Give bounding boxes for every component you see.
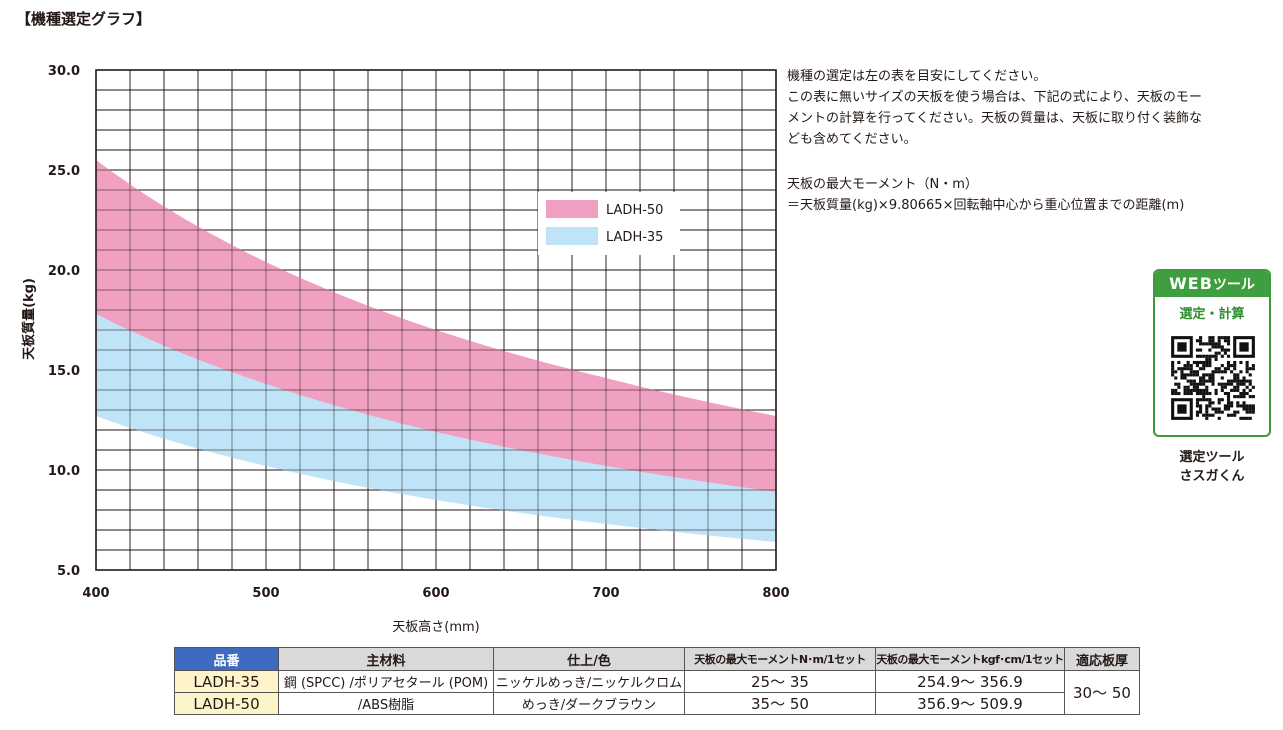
qr-code-icon[interactable] bbox=[1168, 333, 1258, 423]
finish-cell: ニッケルめっき/ニッケルクロム bbox=[493, 670, 685, 693]
finish-cell: めっき/ダークブラウン bbox=[493, 692, 685, 715]
header-thickness: 適応板厚 bbox=[1064, 647, 1140, 671]
moment-formula: 天板の最大モーメント（N・m） ＝天板質量(kg)×9.80665×回転軸中心か… bbox=[787, 174, 1277, 216]
part-number-cell: LADH-35 bbox=[174, 670, 279, 693]
x-tick-label: 400 bbox=[82, 586, 109, 601]
formula-line: ＝天板質量(kg)×9.80665×回転軸中心から重心位置までの距離(m) bbox=[787, 198, 1185, 213]
description-line: ども含めてください。 bbox=[787, 132, 917, 147]
y-tick-label: 15.0 bbox=[48, 364, 80, 379]
x-axis-label: 天板高さ(mm) bbox=[392, 619, 479, 635]
moment-nm-cell: 25～ 35 bbox=[684, 670, 876, 693]
formula-line: 天板の最大モーメント（N・m） bbox=[787, 177, 978, 192]
part-number-cell: LADH-50 bbox=[174, 692, 279, 715]
material-cell: /ABS樹脂 bbox=[278, 692, 494, 715]
header-finish: 仕上/色 bbox=[493, 647, 685, 671]
description-line: この表に無いサイズの天板を使う場合は、下記の式により、天板のモー bbox=[787, 90, 1202, 105]
web-label: WEB bbox=[1169, 274, 1213, 293]
table-header-row: 品番 主材料 仕上/色 天板の最大モーメントN･m/1セット 天板の最大モーメン… bbox=[174, 647, 1140, 671]
x-tick-label: 800 bbox=[762, 586, 789, 601]
x-tick-label: 700 bbox=[592, 586, 619, 601]
legend-label: LADH-50 bbox=[606, 203, 663, 218]
tool-label: ツール bbox=[1212, 277, 1255, 293]
x-tick-label: 600 bbox=[422, 586, 449, 601]
moment-nm-cell: 35～ 50 bbox=[684, 692, 876, 715]
legend-swatch bbox=[546, 200, 598, 218]
table-row: LADH-35 鋼 (SPCC) /ポリアセタール (POM) ニッケルめっき/… bbox=[174, 670, 1140, 715]
header-part-number: 品番 bbox=[174, 647, 279, 671]
header-moment-nm: 天板の最大モーメントN･m/1セット bbox=[684, 647, 876, 671]
y-tick-label: 10.0 bbox=[48, 464, 80, 479]
web-tool-header: WEBツール bbox=[1155, 271, 1269, 297]
moment-kgf-cell: 254.9～ 356.9 bbox=[875, 670, 1065, 693]
y-tick-label: 25.0 bbox=[48, 164, 80, 179]
description-line: メントの計算を行ってください。天板の質量は、天板に取り付く装飾な bbox=[787, 111, 1202, 126]
web-tool-card[interactable]: WEBツール 選定・計算 bbox=[1153, 269, 1271, 437]
y-tick-label: 5.0 bbox=[57, 564, 80, 579]
description-text: 機種の選定は左の表を目安にしてください。 この表に無いサイズの天板を使う場合は、… bbox=[787, 66, 1277, 150]
plot-frame bbox=[95, 69, 777, 571]
moment-kgf-cell: 356.9～ 509.9 bbox=[875, 692, 1065, 715]
y-axis-label: 天板質量(kg) bbox=[21, 278, 37, 360]
chart-grid-overlay bbox=[95, 69, 777, 571]
header-moment-kgf: 天板の最大モーメントkgf･cm/1セット bbox=[875, 647, 1065, 671]
caption-line: さスガくん bbox=[1179, 469, 1245, 484]
chart-ticks: 5.0 10.0 15.0 20.0 25.0 30.0 400 500 600 700 800 bbox=[48, 64, 790, 601]
legend-label: LADH-35 bbox=[606, 230, 663, 245]
legend-swatch bbox=[546, 227, 598, 245]
web-tool-caption: 選定ツール さスガくん bbox=[1160, 448, 1264, 486]
mass-height-chart: 5.0 10.0 15.0 20.0 25.0 30.0 400 500 600 700 800 L… bbox=[21, 64, 790, 635]
x-tick-label: 500 bbox=[252, 586, 279, 601]
material-cell: 鋼 (SPCC) /ポリアセタール (POM) bbox=[278, 670, 494, 693]
thickness-cell: 30～ 50 bbox=[1064, 670, 1140, 715]
caption-line: 選定ツール bbox=[1179, 450, 1245, 465]
chart-legend: LADH-50 LADH-35 bbox=[538, 192, 680, 255]
description-line: 機種の選定は左の表を目安にしてください。 bbox=[787, 69, 1047, 84]
y-tick-label: 20.0 bbox=[48, 264, 80, 279]
y-tick-label: 30.0 bbox=[48, 64, 80, 79]
header-material: 主材料 bbox=[278, 647, 494, 671]
table-row: LADH-50 /ABS樹脂 めっき/ダークブラウン 35～ 50 356.9～… bbox=[174, 692, 1140, 715]
section-title: 【機種選定グラフ】 bbox=[16, 10, 152, 28]
spec-table: 品番 主材料 仕上/色 天板の最大モーメントN･m/1セット 天板の最大モーメン… bbox=[174, 647, 1140, 715]
web-tool-subtitle: 選定・計算 bbox=[1179, 307, 1245, 322]
